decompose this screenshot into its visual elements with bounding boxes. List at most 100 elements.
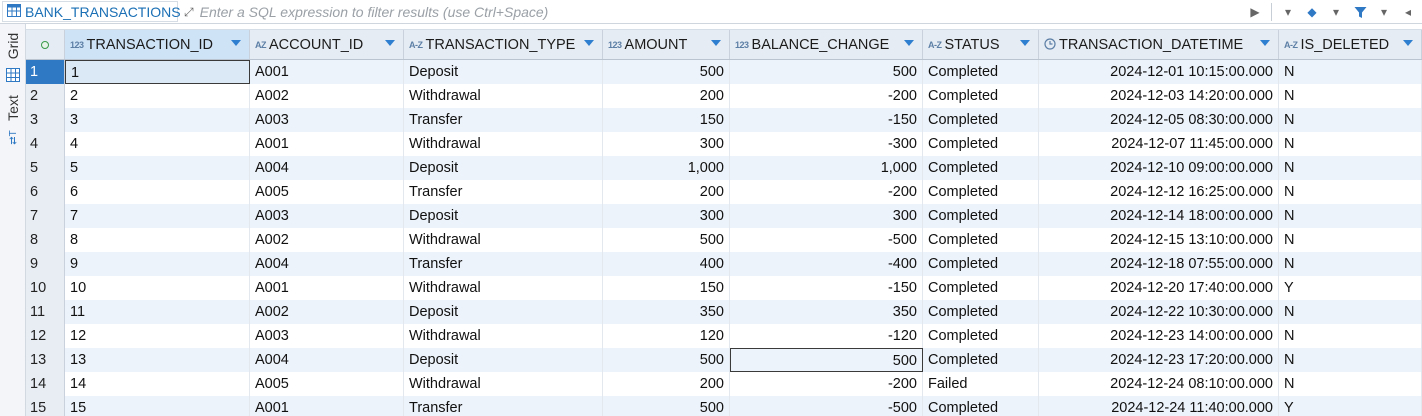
cell-balance-change[interactable]: -400	[730, 252, 923, 276]
table-row[interactable]: 9 9 A004 Transfer 400 -400 Completed 2024-12-18…	[26, 252, 1422, 276]
table-row[interactable]: 6 6 A005 Transfer 200 -200 Completed 2024-12-12…	[26, 180, 1422, 204]
table-row[interactable]: 1 1 A001 Deposit 500 500 Completed 2024-12-01 1…	[26, 60, 1422, 84]
cell-transaction-id[interactable]: 6	[65, 180, 250, 204]
cell-status[interactable]: Completed	[923, 276, 1039, 300]
cell-transaction-id[interactable]: 13	[65, 348, 250, 372]
column-header-balance-change[interactable]: 123 BALANCE_CHANGE	[730, 30, 923, 59]
table-name-chip[interactable]: BANK_TRANSACTIONS	[2, 1, 181, 22]
cell-status[interactable]: Completed	[923, 228, 1039, 252]
cell-balance-change[interactable]: -500	[730, 396, 923, 416]
cell-amount[interactable]: 500	[603, 60, 730, 84]
cell-transaction-datetime[interactable]: 2024-12-24 11:40:00.000	[1039, 396, 1279, 416]
column-header-transaction-datetime[interactable]: TRANSACTION_DATETIME	[1039, 30, 1279, 59]
cell-account-id[interactable]: A002	[250, 300, 404, 324]
cell-transaction-type[interactable]: Withdrawal	[404, 324, 603, 348]
cell-transaction-type[interactable]: Withdrawal	[404, 132, 603, 156]
cell-transaction-type[interactable]: Deposit	[404, 300, 603, 324]
cell-transaction-datetime[interactable]: 2024-12-20 17:40:00.000	[1039, 276, 1279, 300]
cell-transaction-type[interactable]: Deposit	[404, 60, 603, 84]
cell-transaction-id[interactable]: 10	[65, 276, 250, 300]
cell-balance-change[interactable]: 500	[730, 60, 923, 84]
row-number[interactable]: 1	[26, 60, 65, 84]
row-number[interactable]: 7	[26, 204, 65, 228]
row-number-header[interactable]	[26, 30, 65, 59]
table-row[interactable]: 14 14 A005 Withdrawal 200 -200 Failed 2024-12-2…	[26, 372, 1422, 396]
eraser-icon[interactable]: ◆	[1307, 5, 1317, 19]
cell-status[interactable]: Completed	[923, 60, 1039, 84]
row-number[interactable]: 9	[26, 252, 65, 276]
select-all-icon[interactable]	[41, 40, 49, 49]
cell-transaction-id[interactable]: 5	[65, 156, 250, 180]
cell-amount[interactable]: 120	[603, 324, 730, 348]
apply-filter-icon[interactable]: ▶	[1250, 5, 1260, 19]
cell-transaction-datetime[interactable]: 2024-12-23 14:00:00.000	[1039, 324, 1279, 348]
cell-transaction-datetime[interactable]: 2024-12-14 18:00:00.000	[1039, 204, 1279, 228]
cell-is-deleted[interactable]: N	[1279, 228, 1422, 252]
cell-transaction-id[interactable]: 1	[65, 60, 250, 84]
row-number[interactable]: 14	[26, 372, 65, 396]
cell-amount[interactable]: 400	[603, 252, 730, 276]
cell-amount[interactable]: 500	[603, 396, 730, 416]
cell-amount[interactable]: 150	[603, 276, 730, 300]
column-header-transaction-id[interactable]: 123 TRANSACTION_ID	[65, 30, 250, 59]
table-row[interactable]: 10 10 A001 Withdrawal 150 -150 Completed 2024-1…	[26, 276, 1422, 300]
cell-is-deleted[interactable]: N	[1279, 108, 1422, 132]
cell-transaction-type[interactable]: Withdrawal	[404, 84, 603, 108]
cell-account-id[interactable]: A001	[250, 396, 404, 416]
sort-menu-icon[interactable]	[385, 40, 395, 46]
cell-balance-change[interactable]: 1,000	[730, 156, 923, 180]
cell-balance-change[interactable]: -120	[730, 324, 923, 348]
grid-icon[interactable]	[0, 66, 26, 84]
cell-status[interactable]: Completed	[923, 132, 1039, 156]
cell-transaction-type[interactable]: Withdrawal	[404, 372, 603, 396]
row-number[interactable]: 8	[26, 228, 65, 252]
cell-balance-change[interactable]: -200	[730, 372, 923, 396]
cell-balance-change[interactable]: 300	[730, 204, 923, 228]
sql-filter-input[interactable]: ⤢ Enter a SQL expression to filter resul…	[184, 2, 1254, 22]
tab-text[interactable]: Text	[5, 95, 21, 121]
expand-icon[interactable]: ⤢	[184, 4, 194, 19]
cell-transaction-type[interactable]: Transfer	[404, 108, 603, 132]
table-row[interactable]: 12 12 A003 Withdrawal 120 -120 Completed 2024-1…	[26, 324, 1422, 348]
cell-account-id[interactable]: A001	[250, 132, 404, 156]
row-number[interactable]: 12	[26, 324, 65, 348]
cell-transaction-datetime[interactable]: 2024-12-12 16:25:00.000	[1039, 180, 1279, 204]
table-row[interactable]: 8 8 A002 Withdrawal 500 -500 Completed 2024-12-…	[26, 228, 1422, 252]
sort-menu-icon[interactable]	[904, 40, 914, 46]
cell-transaction-type[interactable]: Deposit	[404, 204, 603, 228]
cell-account-id[interactable]: A003	[250, 324, 404, 348]
cell-is-deleted[interactable]: N	[1279, 84, 1422, 108]
cell-amount[interactable]: 200	[603, 372, 730, 396]
cell-status[interactable]: Completed	[923, 300, 1039, 324]
cell-status[interactable]: Completed	[923, 180, 1039, 204]
row-number[interactable]: 2	[26, 84, 65, 108]
cell-is-deleted[interactable]: Y	[1279, 276, 1422, 300]
collapse-left-icon[interactable]: ◂	[1404, 5, 1412, 19]
cell-transaction-id[interactable]: 9	[65, 252, 250, 276]
row-number[interactable]: 6	[26, 180, 65, 204]
column-header-amount[interactable]: 123 AMOUNT	[603, 30, 730, 59]
cell-is-deleted[interactable]: N	[1279, 132, 1422, 156]
cell-account-id[interactable]: A004	[250, 348, 404, 372]
cell-transaction-datetime[interactable]: 2024-12-10 09:00:00.000	[1039, 156, 1279, 180]
cell-is-deleted[interactable]: N	[1279, 156, 1422, 180]
cell-transaction-type[interactable]: Withdrawal	[404, 276, 603, 300]
cell-account-id[interactable]: A001	[250, 276, 404, 300]
cell-transaction-id[interactable]: 7	[65, 204, 250, 228]
column-header-status[interactable]: A-Z STATUS	[923, 30, 1039, 59]
cell-balance-change[interactable]: -200	[730, 180, 923, 204]
table-row[interactable]: 4 4 A001 Withdrawal 300 -300 Completed 2024-12-…	[26, 132, 1422, 156]
cell-transaction-id[interactable]: 3	[65, 108, 250, 132]
cell-status[interactable]: Completed	[923, 348, 1039, 372]
sort-menu-icon[interactable]	[1020, 40, 1030, 46]
cell-transaction-datetime[interactable]: 2024-12-15 13:10:00.000	[1039, 228, 1279, 252]
cell-transaction-id[interactable]: 11	[65, 300, 250, 324]
table-row[interactable]: 3 3 A003 Transfer 150 -150 Completed 2024-12-05…	[26, 108, 1422, 132]
cell-account-id[interactable]: A005	[250, 180, 404, 204]
cell-transaction-type[interactable]: Transfer	[404, 396, 603, 416]
cell-amount[interactable]: 150	[603, 108, 730, 132]
table-row[interactable]: 2 2 A002 Withdrawal 200 -200 Completed 2024-12-…	[26, 84, 1422, 108]
cell-transaction-type[interactable]: Deposit	[404, 348, 603, 372]
table-row[interactable]: 15 15 A001 Transfer 500 -500 Completed 2024-12-…	[26, 396, 1422, 416]
table-row[interactable]: 5 5 A004 Deposit 1,000 1,000 Completed 2024-12-…	[26, 156, 1422, 180]
